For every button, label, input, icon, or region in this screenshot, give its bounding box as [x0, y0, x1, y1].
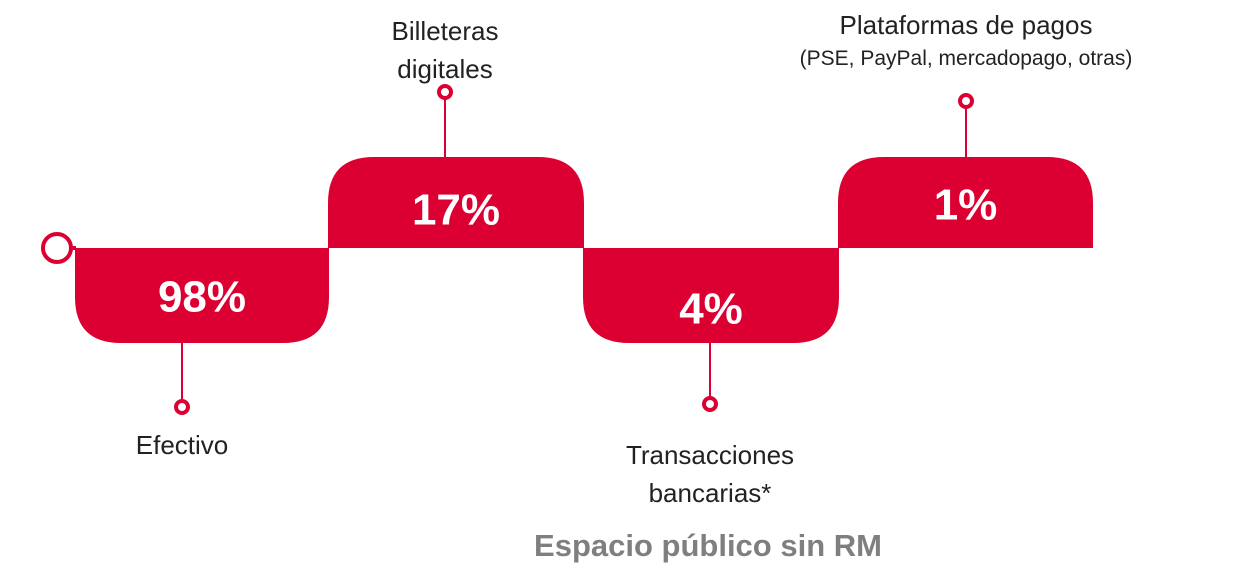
step-block	[75, 248, 329, 343]
step-block	[583, 248, 839, 343]
step-block	[328, 157, 584, 248]
start-circle	[41, 232, 73, 264]
value: 1%	[934, 181, 998, 230]
sublabel: (PSE, PayPal, mercadopago, otras)	[799, 47, 1133, 70]
value: 17%	[412, 186, 500, 235]
connector-dot	[958, 93, 974, 109]
connector-dot	[702, 396, 718, 412]
connector-dot	[174, 399, 190, 415]
label: Transacciones bancarias*	[625, 440, 795, 508]
connector-dot	[437, 84, 453, 100]
value: 4%	[679, 285, 743, 334]
label: Plataformas de pagos	[839, 10, 1093, 40]
title: Espacio público sin RM	[534, 528, 882, 563]
value: 98%	[158, 273, 246, 322]
label: Billeteras digitales	[391, 16, 499, 84]
step-block	[838, 157, 1093, 248]
label: Efectivo	[135, 430, 229, 460]
